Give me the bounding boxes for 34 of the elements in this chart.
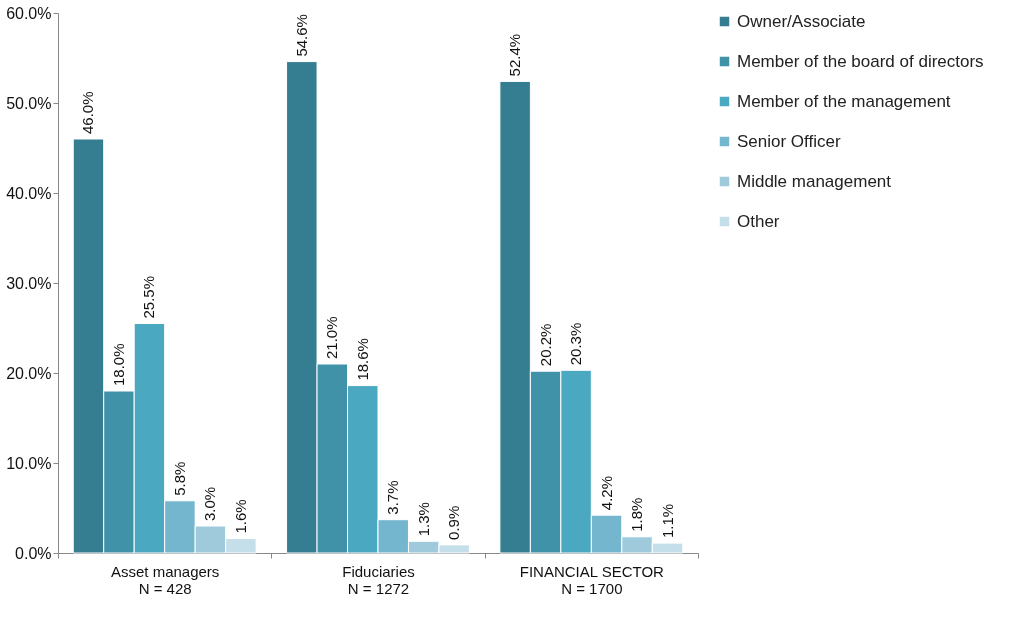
data-label: 1.8% [628,497,646,532]
data-label: 52.4% [506,33,524,77]
data-label: 21.0% [323,316,341,359]
data-label: 46.0% [79,91,97,134]
data-label: 25.5% [140,275,158,319]
y-tick-label: 40.0% [6,184,52,202]
legend-label: Other [737,211,780,231]
x-tick-label: Asset managers N = 428 [110,562,220,597]
data-label: 18.0% [109,343,127,386]
legend-label: Member of the board of directors [737,51,984,71]
y-tick-label: 10.0% [6,454,52,472]
legend-label: Senior Officer [737,131,841,151]
x-tick-label: FINANCIAL SECTOR N = 1700 [519,562,665,597]
x-tick-label: Fiduciaries N = 1272 [342,562,415,597]
y-tick-label: 0.0% [15,544,52,562]
data-label: 3.7% [384,480,402,515]
y-tick-label: 30.0% [6,274,52,292]
data-label: 20.3% [567,322,585,366]
data-label: 0.9% [445,505,463,540]
legend-label: Member of the management [737,91,951,111]
data-label: 3.0% [201,486,219,521]
legend-label: Middle management [737,171,892,191]
data-label: 1.3% [414,502,432,537]
data-label: 18.6% [353,338,371,381]
data-label: 4.2% [597,476,615,511]
y-tick-label: 50.0% [6,94,52,112]
data-label: 5.8% [170,461,188,496]
y-tick-label: 20.0% [6,364,52,382]
legend-label: Owner/Associate [737,11,866,31]
y-tick-label: 60.0% [6,4,52,22]
data-label: 54.6% [292,14,310,57]
data-label: 1.6% [231,499,249,534]
data-label: 20.2% [536,323,554,367]
data-label: 1.1% [658,503,676,539]
